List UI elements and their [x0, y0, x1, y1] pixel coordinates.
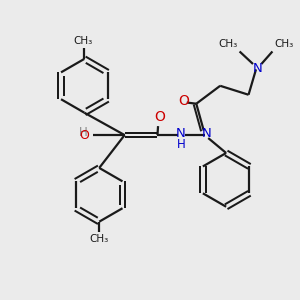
Text: N: N — [253, 62, 262, 75]
Text: O: O — [154, 110, 165, 124]
Text: CH₃: CH₃ — [73, 36, 92, 46]
Text: N: N — [202, 128, 211, 140]
Text: H: H — [79, 126, 87, 139]
Text: CH₃: CH₃ — [274, 39, 293, 49]
Text: CH₃: CH₃ — [90, 234, 109, 244]
Text: O: O — [80, 129, 89, 142]
Text: H: H — [176, 138, 185, 151]
Text: O: O — [178, 94, 189, 108]
Text: CH₃: CH₃ — [219, 39, 238, 49]
Text: N: N — [176, 128, 186, 140]
